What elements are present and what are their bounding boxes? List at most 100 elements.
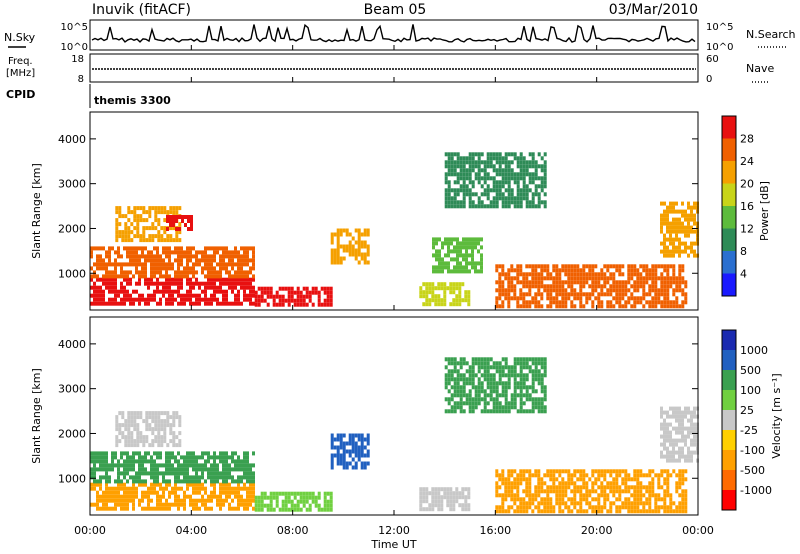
range-cell bbox=[447, 373, 451, 378]
range-cell bbox=[603, 505, 607, 510]
range-cell bbox=[160, 443, 164, 448]
range-cell bbox=[672, 454, 675, 459]
range-cell bbox=[531, 473, 535, 478]
range-cell bbox=[135, 262, 138, 267]
range-cell bbox=[219, 254, 222, 259]
range-cell bbox=[531, 196, 535, 201]
range-cell bbox=[498, 509, 502, 514]
range-cell bbox=[243, 486, 246, 491]
range-cell bbox=[198, 281, 201, 286]
range-cell bbox=[177, 486, 180, 491]
range-cell bbox=[366, 453, 370, 458]
range-cell bbox=[323, 290, 327, 295]
range-cell bbox=[157, 427, 161, 432]
range-cell bbox=[231, 301, 234, 306]
range-cell bbox=[600, 505, 604, 510]
range-cell bbox=[108, 270, 111, 275]
range-cell bbox=[525, 168, 529, 173]
range-cell bbox=[531, 156, 535, 161]
range-cell bbox=[180, 301, 183, 306]
range-cell bbox=[151, 431, 155, 436]
range-cell bbox=[117, 482, 120, 487]
range-cell bbox=[522, 409, 526, 414]
range-cell bbox=[129, 246, 132, 251]
range-cell bbox=[151, 411, 155, 416]
range-cell bbox=[540, 188, 544, 193]
range-cell bbox=[513, 200, 517, 205]
y-tick-label: 1000 bbox=[58, 267, 86, 280]
range-cell bbox=[275, 503, 279, 508]
range-cell bbox=[228, 250, 231, 255]
range-cell bbox=[546, 304, 550, 309]
range-cell bbox=[477, 357, 481, 362]
range-cell bbox=[237, 463, 240, 468]
range-cell bbox=[135, 494, 138, 499]
range-cell bbox=[240, 486, 243, 491]
range-cell bbox=[216, 471, 219, 476]
range-cell bbox=[684, 493, 688, 498]
range-cell bbox=[147, 301, 150, 306]
range-cell bbox=[516, 381, 520, 386]
range-cell bbox=[663, 469, 667, 474]
range-cell bbox=[108, 494, 111, 499]
range-cell bbox=[531, 280, 535, 285]
range-cell bbox=[594, 284, 598, 289]
range-cell bbox=[468, 172, 472, 177]
range-cell bbox=[165, 277, 168, 282]
range-cell bbox=[102, 502, 105, 507]
range-cell bbox=[687, 450, 690, 455]
range-cell bbox=[219, 262, 222, 267]
range-cell bbox=[153, 266, 156, 271]
range-cell bbox=[657, 292, 661, 297]
range-cell bbox=[192, 506, 195, 511]
freq-panel: Freq. [MHz] 18 8 60 0 Nave bbox=[6, 53, 774, 85]
range-cell bbox=[284, 495, 288, 500]
range-cell bbox=[231, 490, 234, 495]
range-cell bbox=[141, 246, 144, 251]
range-cell bbox=[183, 467, 186, 472]
range-cell bbox=[174, 467, 177, 472]
range-cell bbox=[528, 152, 532, 157]
range-cell bbox=[184, 223, 187, 227]
range-cell bbox=[326, 290, 330, 295]
range-cell bbox=[419, 491, 423, 496]
range-cell bbox=[510, 160, 514, 165]
range-cell bbox=[198, 475, 201, 480]
velocity-color-swatch bbox=[722, 470, 736, 490]
range-cell bbox=[681, 505, 685, 510]
range-cell bbox=[237, 482, 240, 487]
range-cell bbox=[114, 274, 117, 279]
range-cell bbox=[163, 226, 167, 231]
range-cell bbox=[166, 419, 170, 424]
range-cell bbox=[684, 245, 687, 250]
range-cell bbox=[567, 264, 571, 269]
range-cell bbox=[666, 454, 669, 459]
range-cell bbox=[114, 270, 117, 275]
range-cell bbox=[684, 233, 687, 238]
range-cell bbox=[168, 471, 171, 476]
range-cell bbox=[585, 292, 589, 297]
range-cell bbox=[467, 294, 471, 299]
range-cell bbox=[657, 493, 661, 498]
range-cell bbox=[615, 292, 619, 297]
range-cell bbox=[174, 258, 177, 263]
range-cell bbox=[504, 397, 508, 402]
range-cell bbox=[576, 276, 580, 281]
range-cell bbox=[357, 445, 361, 450]
range-cell bbox=[537, 473, 541, 478]
range-cell bbox=[105, 471, 108, 476]
range-cell bbox=[222, 301, 225, 306]
range-cell bbox=[633, 505, 637, 510]
range-cell bbox=[477, 369, 481, 374]
range-cell bbox=[603, 477, 607, 482]
range-cell bbox=[468, 261, 471, 266]
range-cell bbox=[444, 377, 448, 382]
range-cell bbox=[618, 469, 622, 474]
range-cell bbox=[443, 298, 447, 303]
power-colorbar-tick: 12 bbox=[740, 223, 754, 236]
range-cell bbox=[192, 301, 195, 306]
range-cell bbox=[681, 249, 684, 254]
range-cell bbox=[171, 455, 174, 460]
range-cell bbox=[663, 217, 666, 222]
